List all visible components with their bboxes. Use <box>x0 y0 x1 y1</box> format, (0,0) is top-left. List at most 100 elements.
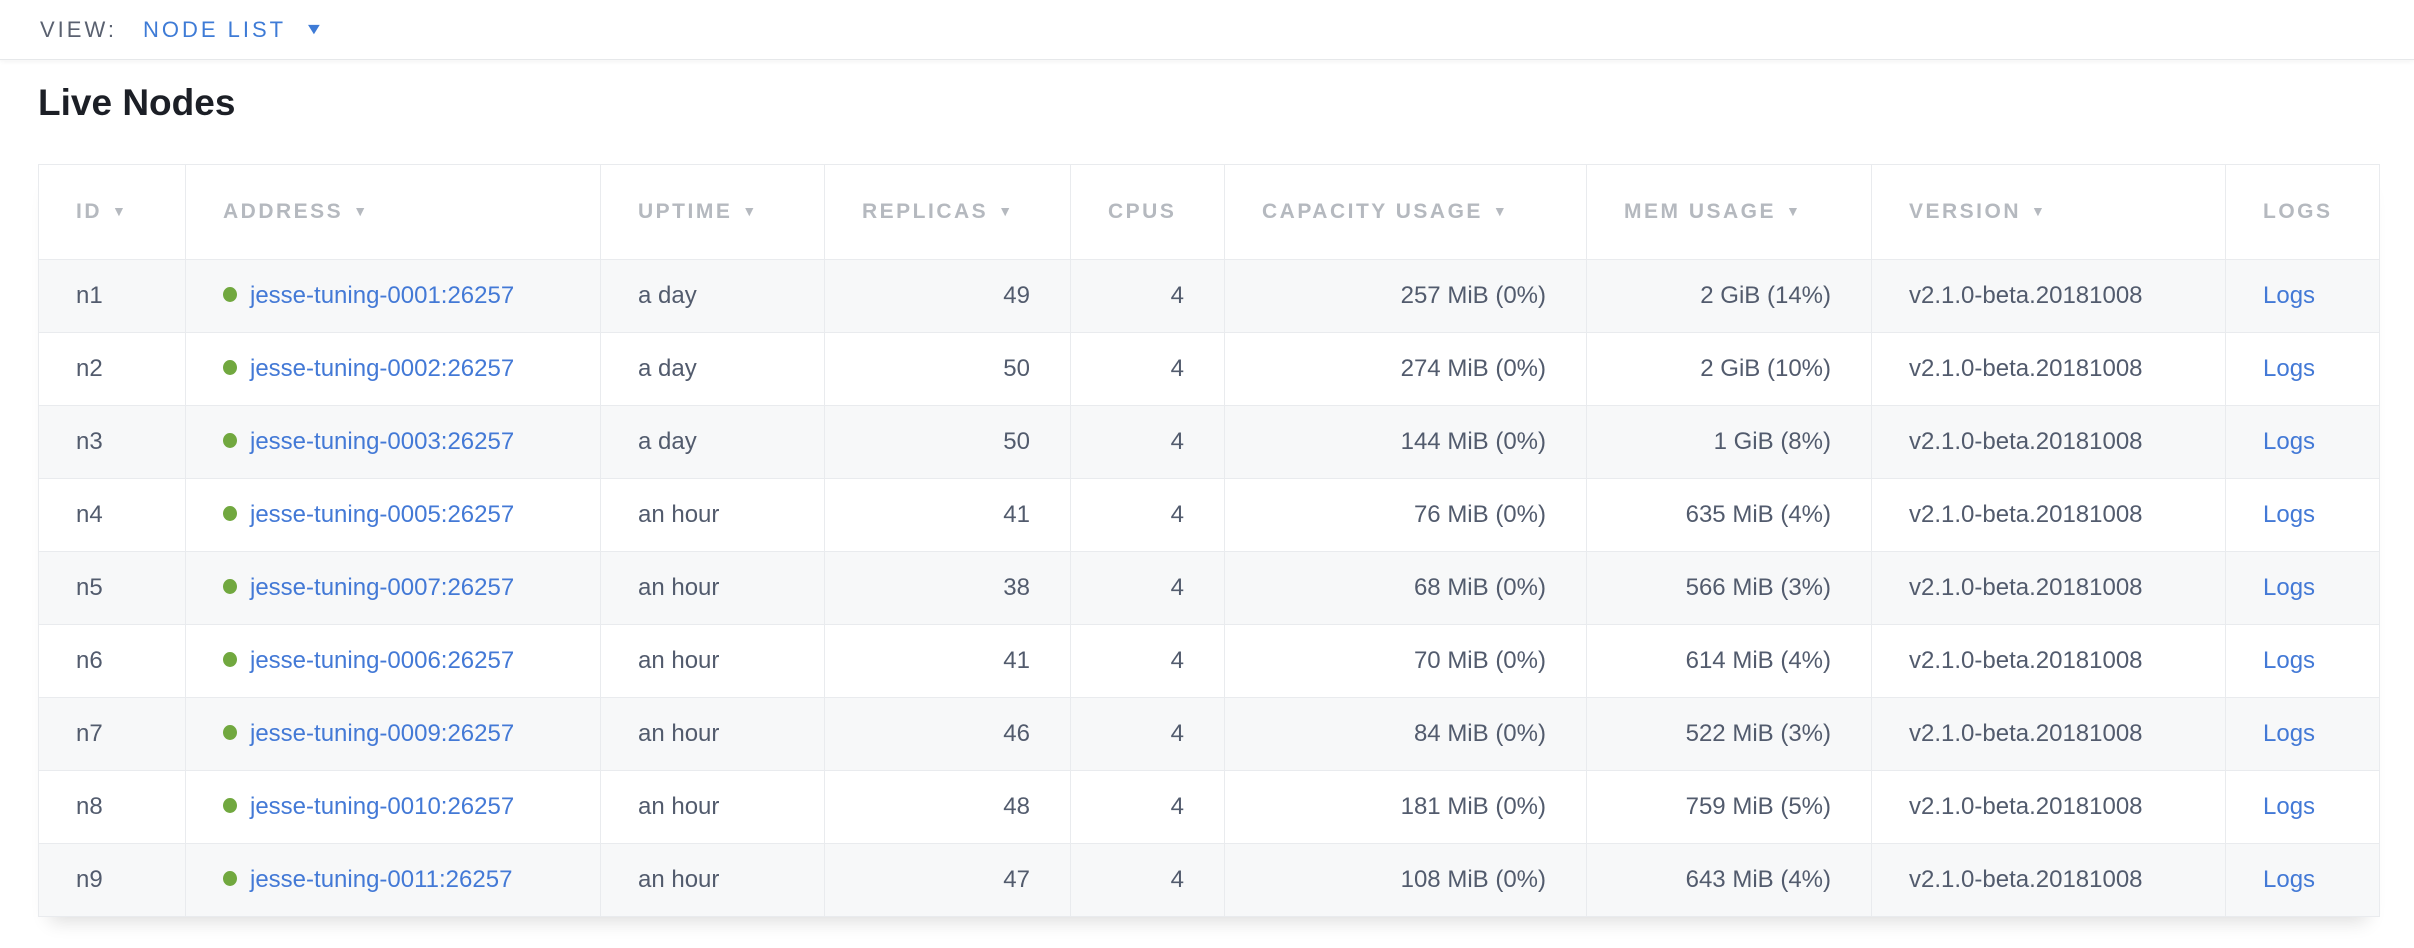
header-row: ID ▼ ADDRESS ▼ UPTIME ▼ REPLICAS ▼ CPUS CAPACITY … <box>38 164 2380 260</box>
node-logs-link[interactable]: Logs <box>2263 355 2316 382</box>
cell-value: an hour <box>638 574 720 601</box>
cell-mem: 566 MiB (3%) <box>1586 551 1872 625</box>
cell-value: 48 <box>1003 793 1030 820</box>
cell-value: 1 GiB (8%) <box>1713 428 1831 455</box>
node-address-link[interactable]: jesse-tuning-0006:26257 <box>250 647 515 674</box>
node-address-link[interactable]: jesse-tuning-0003:26257 <box>250 428 515 455</box>
cell-value: 46 <box>1003 720 1030 747</box>
cell-replicas: 50 <box>824 332 1071 406</box>
column-header-id[interactable]: ID ▼ <box>38 164 186 260</box>
cell-value: 70 MiB (0%) <box>1413 647 1546 674</box>
cell-address: jesse-tuning-0003:26257 <box>185 405 601 479</box>
cell-value: 4 <box>1170 355 1184 382</box>
cell-uptime: an hour <box>600 551 825 625</box>
sort-caret-icon: ▼ <box>353 203 370 219</box>
cell-value: n2 <box>76 355 103 382</box>
node-logs-link[interactable]: Logs <box>2263 501 2316 528</box>
cell-value: v2.1.0-beta.20181008 <box>1909 574 2143 601</box>
cell-version: v2.1.0-beta.20181008 <box>1871 770 2226 844</box>
cell-uptime: an hour <box>600 624 825 698</box>
node-logs-link[interactable]: Logs <box>2263 793 2316 820</box>
cell-version: v2.1.0-beta.20181008 <box>1871 259 2226 333</box>
cell-mem: 2 GiB (14%) <box>1586 259 1872 333</box>
cell-uptime: an hour <box>600 697 825 771</box>
cell-mem: 2 GiB (10%) <box>1586 332 1872 406</box>
cell-id: n5 <box>38 551 186 625</box>
cell-capacity: 70 MiB (0%) <box>1224 624 1587 698</box>
cell-cpus: 4 <box>1070 770 1225 844</box>
cell-value: 635 MiB (4%) <box>1685 501 1831 528</box>
column-header-address[interactable]: ADDRESS ▼ <box>185 164 601 260</box>
cell-address: jesse-tuning-0002:26257 <box>185 332 601 406</box>
cell-address: jesse-tuning-0009:26257 <box>185 697 601 771</box>
live-nodes-table: ID ▼ ADDRESS ▼ UPTIME ▼ REPLICAS ▼ CPUS CAPACITY … <box>38 164 2380 917</box>
cell-address: jesse-tuning-0005:26257 <box>185 478 601 552</box>
node-address-link[interactable]: jesse-tuning-0001:26257 <box>250 282 515 309</box>
column-header-capacity[interactable]: CAPACITY USAGE ▼ <box>1224 164 1587 260</box>
cell-value: n6 <box>76 647 103 674</box>
node-address-link[interactable]: jesse-tuning-0009:26257 <box>250 720 515 747</box>
node-address-link[interactable]: jesse-tuning-0010:26257 <box>250 793 515 820</box>
cell-capacity: 76 MiB (0%) <box>1224 478 1587 552</box>
view-label: VIEW: <box>40 16 117 42</box>
cell-logs: Logs <box>2225 332 2380 406</box>
node-address-link[interactable]: jesse-tuning-0011:26257 <box>250 866 513 893</box>
cell-value: 50 <box>1003 428 1030 455</box>
cell-value: 84 MiB (0%) <box>1413 720 1546 747</box>
cell-value: 4 <box>1170 574 1184 601</box>
node-logs-link[interactable]: Logs <box>2263 282 2316 309</box>
column-header-uptime[interactable]: UPTIME ▼ <box>600 164 825 260</box>
cell-value: v2.1.0-beta.20181008 <box>1909 793 2143 820</box>
cell-id: n7 <box>38 697 186 771</box>
cell-id: n8 <box>38 770 186 844</box>
cell-cpus: 4 <box>1070 259 1225 333</box>
cell-value: n5 <box>76 574 103 601</box>
cell-value: v2.1.0-beta.20181008 <box>1909 355 2143 382</box>
table-row: n1 jesse-tuning-0001:26257 a day 49 4 257 MiB… <box>38 259 2380 333</box>
cell-replicas: 50 <box>824 405 1071 479</box>
node-address-link[interactable]: jesse-tuning-0007:26257 <box>250 574 515 601</box>
cell-logs: Logs <box>2225 624 2380 698</box>
view-selector-dropdown[interactable]: NODE LIST ▼ <box>143 17 324 43</box>
cell-value: n8 <box>76 793 103 820</box>
cell-address: jesse-tuning-0011:26257 <box>185 843 601 917</box>
column-header-version[interactable]: VERSION ▼ <box>1871 164 2226 260</box>
cell-value: n7 <box>76 720 103 747</box>
node-logs-link[interactable]: Logs <box>2263 428 2316 455</box>
node-live-status-icon <box>223 798 237 813</box>
cell-value: 4 <box>1170 282 1184 309</box>
cell-address: jesse-tuning-0006:26257 <box>185 624 601 698</box>
cell-logs: Logs <box>2225 551 2380 625</box>
cell-value: 4 <box>1170 428 1184 455</box>
cell-logs: Logs <box>2225 405 2380 479</box>
cell-value: n4 <box>76 501 103 528</box>
table-body: n1 jesse-tuning-0001:26257 a day 49 4 257 MiB… <box>38 259 2380 917</box>
cell-logs: Logs <box>2225 843 2380 917</box>
cell-capacity: 181 MiB (0%) <box>1224 770 1587 844</box>
node-logs-link[interactable]: Logs <box>2263 574 2316 601</box>
cell-value: an hour <box>638 720 720 747</box>
cell-value: 257 MiB (0%) <box>1400 282 1546 309</box>
table-row: n8 jesse-tuning-0010:26257 an hour 48 4 181 M… <box>38 770 2380 844</box>
cell-value: 522 MiB (3%) <box>1685 720 1831 747</box>
cell-value: v2.1.0-beta.20181008 <box>1909 866 2143 893</box>
cell-replicas: 41 <box>824 624 1071 698</box>
cell-value: 566 MiB (3%) <box>1685 574 1831 601</box>
cell-version: v2.1.0-beta.20181008 <box>1871 551 2226 625</box>
node-live-status-icon <box>223 579 237 594</box>
node-address-link[interactable]: jesse-tuning-0002:26257 <box>250 355 515 382</box>
cell-value: 274 MiB (0%) <box>1400 355 1546 382</box>
cell-cpus: 4 <box>1070 332 1225 406</box>
column-header-mem[interactable]: MEM USAGE ▼ <box>1586 164 1872 260</box>
cell-value: 41 <box>1003 647 1030 674</box>
node-logs-link[interactable]: Logs <box>2263 647 2316 674</box>
node-address-link[interactable]: jesse-tuning-0005:26257 <box>250 501 515 528</box>
column-header-replicas[interactable]: REPLICAS ▼ <box>824 164 1071 260</box>
node-live-status-icon <box>223 287 237 302</box>
node-logs-link[interactable]: Logs <box>2263 720 2316 747</box>
cell-logs: Logs <box>2225 770 2380 844</box>
table-row: n6 jesse-tuning-0006:26257 an hour 41 4 70 Mi… <box>38 624 2380 698</box>
node-logs-link[interactable]: Logs <box>2263 866 2316 893</box>
column-header-logs: LOGS <box>2225 164 2380 260</box>
cell-value: 2 GiB (14%) <box>1700 282 1831 309</box>
